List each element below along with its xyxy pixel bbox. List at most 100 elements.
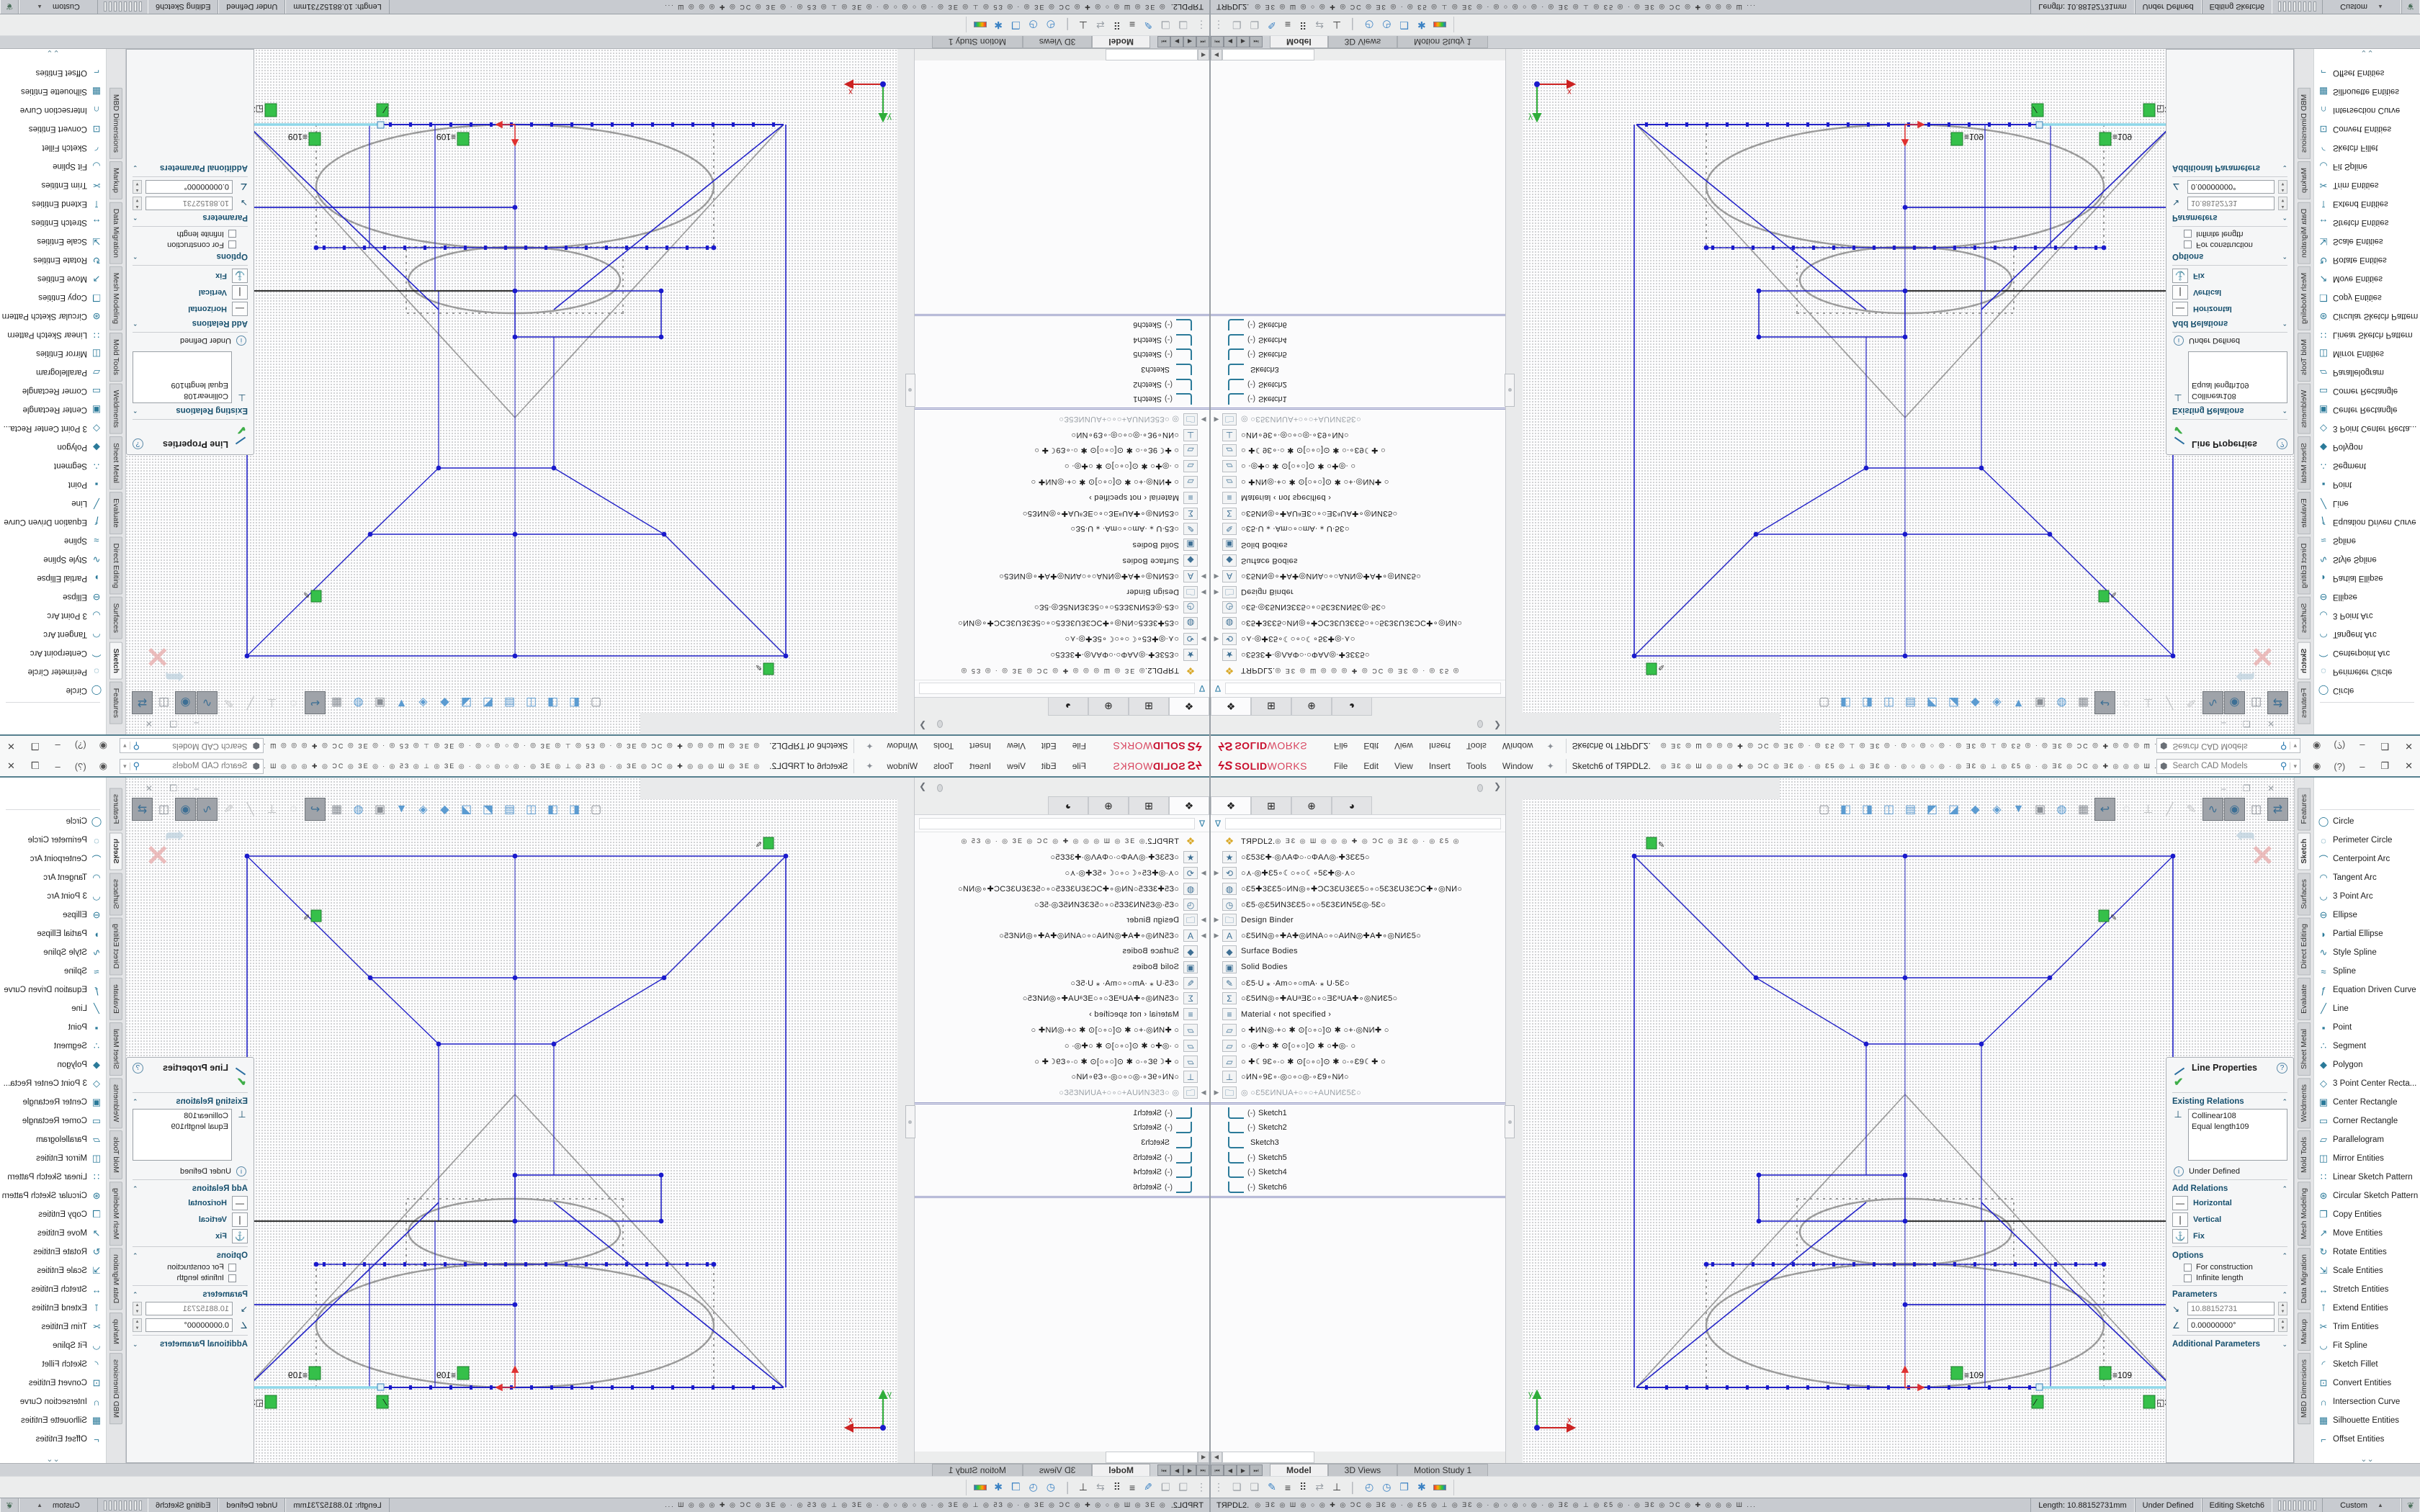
sketch-list-item[interactable]: Sketch3 — [915, 362, 1209, 377]
flyout-chevron-icon[interactable]: ❯ — [1493, 781, 1501, 791]
search-dropdown-icon[interactable]: ▾ — [123, 762, 130, 770]
command-manager-tab[interactable]: Mesh Modeling — [109, 1182, 122, 1246]
accept-check-icon[interactable]: ✔ — [2174, 1076, 2184, 1089]
tree-item[interactable]: ◷ ○Ɛ5∙◎Ɛ5ИN3ƐƐ5○∘○5Ɛ3ƐИN5Ɛ◎∙5Ɛ○ — [915, 896, 1209, 912]
tab-nav-icon[interactable]: ▶ — [1170, 1464, 1183, 1476]
tree-item[interactable]: ✎ ○Ɛ5∙U ⁎ ∙Am○∘○mA∙ ⁎ U∙5Ɛ○ — [915, 521, 1209, 537]
relation-item[interactable]: Collinear108 — [2192, 1112, 2236, 1120]
bottom-toolbar-icon[interactable]: ⇄ — [1315, 19, 1325, 31]
command-manager-tab[interactable]: Mold Tools — [2298, 1130, 2311, 1180]
tree-item[interactable]: ▣ Solid Bodies — [915, 537, 1209, 553]
tool-item[interactable]: ⊡ Convert Entities — [0, 1374, 106, 1392]
bottom-toolbar-icon[interactable]: ❏ — [1232, 19, 1242, 31]
tool-item[interactable]: ◡ Fit Spline — [2314, 1336, 2420, 1355]
search-icon[interactable]: ⚲ — [133, 760, 140, 771]
tool-item[interactable]: ⌒ Centerpoint Arc — [2314, 644, 2420, 662]
splitter-notch[interactable] — [905, 374, 915, 407]
tool-item[interactable]: ❐ Copy Entities — [0, 1205, 106, 1224]
parameters-section[interactable]: Parameters ⌃ — [133, 1290, 248, 1299]
tree-filter-input[interactable] — [1225, 817, 1501, 829]
tool-item[interactable]: ∷ Linear Sketch Pattern — [2314, 1168, 2420, 1187]
spinner[interactable]: ▲ ▼ — [2278, 1302, 2287, 1315]
tool-item[interactable]: ⌐ Offset Entities — [2314, 63, 2420, 82]
feature-manager-tab[interactable]: ⊞ — [1251, 698, 1291, 716]
tree-item[interactable]: ▶ ⟲ ○⋏∙◎✚Ɛ5∘☾○∘○☾∘5Ɛ✚◎∙⋏○ — [1211, 865, 1505, 881]
bottom-toolbar-icon[interactable]: ◴ — [1364, 19, 1374, 31]
relation-item[interactable]: Equal length109 — [2192, 381, 2249, 390]
bottom-toolbar-icon[interactable]: │ — [1064, 1481, 1070, 1493]
heads-up-toolbar-icon[interactable]: ⊥ — [2143, 804, 2154, 816]
feature-manager-tab[interactable]: ◕ — [1048, 796, 1088, 814]
heads-up-toolbar-icon[interactable]: ∿ — [2202, 798, 2223, 821]
tree-item[interactable]: ◍ ○Ɛ5✚3ƐƐ5○ИN◎∘✚ƆC3ƐU3ƐƐ5○∘○5Ɛ3ƐU3ƐƆC✚∘◎… — [1211, 616, 1505, 631]
add-relations-section[interactable]: Add Relations ⌃ — [133, 1184, 248, 1193]
bottom-toolbar-icon[interactable]: ⠿ — [1299, 1481, 1307, 1493]
sketch-list-item[interactable]: (-) Sketch5 — [915, 347, 1209, 362]
menu-item[interactable]: Window — [1502, 761, 1533, 771]
minimize-button[interactable]: – — [55, 740, 60, 752]
tree-item[interactable]: ≡ Material ‹ not specified › — [915, 490, 1209, 505]
expand-arrow-icon[interactable]: ▶ — [1201, 1089, 1206, 1097]
panel-handle[interactable] — [937, 720, 943, 728]
parameter-input[interactable]: 10.88152731 — [145, 197, 233, 210]
parameter-input[interactable]: 0.00000000° — [145, 1318, 233, 1332]
globe-icon[interactable]: ❦ — [0, 0, 19, 14]
search-box[interactable]: ⬢ ⚲ ▾ — [2156, 738, 2300, 754]
tool-item[interactable]: ▭ Corner Rectangle — [2314, 382, 2420, 400]
tool-item[interactable]: ▱ Parallelogram — [0, 1130, 106, 1149]
relation-item[interactable]: Equal length109 — [2192, 1122, 2249, 1131]
bottom-toolbar-icon[interactable]: ✎ — [1268, 19, 1276, 31]
restore-button[interactable]: ❐ — [2380, 760, 2390, 771]
sketch-list-item[interactable]: Sketch3 — [1211, 362, 1505, 377]
tree-item[interactable]: ⊥ ○ИN∘9Ɛ∘∙◎○∘○◎∙∘Ɛ9∘NИ○ — [1211, 1069, 1505, 1085]
search-input[interactable] — [140, 741, 249, 751]
search-dropdown-icon[interactable]: ▾ — [2290, 762, 2297, 770]
relation-item[interactable]: Collinear108 — [184, 1112, 228, 1120]
command-manager-tab[interactable]: Weldments — [2298, 1077, 2311, 1129]
bottom-toolbar-icon[interactable]: ◷ — [1382, 19, 1392, 31]
tree-root-item[interactable]: ❖ TЯPDL2. ◎ ƎƐ ◎ Ш ◎ ◎ ◎ ✚ ◎ ƆC ◎ ƎƐ ◎ ∙… — [915, 662, 1209, 678]
collapse-chevron-icon[interactable]: ⌃ — [2282, 407, 2287, 415]
tab-nav-icon[interactable]: ⏮ — [1211, 36, 1224, 48]
flyout-chevron-icon[interactable]: ❯ — [1493, 721, 1501, 731]
tab-nav-icon[interactable]: ⏭ — [1157, 36, 1170, 48]
expand-arrow-icon[interactable]: ▶ — [1214, 636, 1219, 644]
tree-item[interactable]: ▣ Solid Bodies — [1211, 537, 1505, 553]
tree-item[interactable]: ▶ 🗀 Design Binder — [915, 912, 1209, 928]
tool-item[interactable]: ∴ Segment — [2314, 456, 2420, 475]
command-manager-tab[interactable]: Mesh Modeling — [2298, 1182, 2311, 1246]
heads-up-toolbar-icon[interactable]: ✎ — [2186, 804, 2197, 816]
scroll-track[interactable] — [1106, 1452, 1198, 1463]
more-tools-chevron-icon[interactable]: ⌄⌄ — [2360, 1455, 2374, 1463]
tool-item[interactable]: ◌ Perimeter Circle — [2314, 662, 2420, 681]
bottom-toolbar-icon[interactable]: ⊥ — [1078, 1481, 1088, 1493]
checkbox[interactable] — [2184, 1274, 2192, 1282]
tool-item[interactable]: ╱ Line — [0, 494, 106, 513]
feature-manager-tab[interactable]: ◕ — [1048, 698, 1088, 716]
spinner[interactable]: ▲ ▼ — [133, 180, 142, 194]
tool-item[interactable]: ↻ Rotate Entities — [0, 251, 106, 269]
tree-item[interactable]: ▶ 🗀 ◎ ○Ɛ5ƐИNUA+○∘○+AUNИƐ5Ɛ○ — [915, 411, 1209, 427]
user-account-icon[interactable]: ◉ — [99, 760, 108, 771]
search-dropdown-icon[interactable]: ▾ — [2290, 742, 2297, 750]
tree-item[interactable]: ▱ ○ ✚☾9Ɛ∘∙○ ✱ ⊙[○∘○]⊙ ✱ ○∙∘Ɛ9☾✚ ○ — [915, 1053, 1209, 1069]
bottom-toolbar-icon[interactable]: ✱ — [1417, 1481, 1426, 1493]
bottom-toolbar-icon[interactable]: ⊥ — [1332, 1481, 1342, 1493]
feature-manager-tab[interactable]: ⊕ — [1088, 698, 1129, 716]
accept-check-icon[interactable]: ✔ — [236, 1076, 246, 1089]
command-manager-tab[interactable]: Markup — [2298, 1312, 2311, 1351]
menu-item[interactable]: Insert — [1428, 741, 1451, 751]
scroll-track[interactable] — [1106, 49, 1198, 60]
heads-up-toolbar-icon[interactable]: ◍ — [2056, 804, 2067, 816]
heads-up-toolbar-icon[interactable]: ↩ — [2094, 798, 2115, 821]
command-manager-tab[interactable]: MBD Dimensions — [109, 88, 122, 160]
relation-item[interactable]: Collinear108 — [184, 392, 228, 400]
accept-check-icon[interactable]: ✔ — [236, 423, 246, 436]
command-manager-tab[interactable]: Surfaces — [2298, 596, 2311, 640]
tool-item[interactable]: ∴ Segment — [2314, 1037, 2420, 1056]
tree-item[interactable]: ◍ ○Ɛ5✚3ƐƐ5○ИN◎∘✚ƆC3ƐU3ƐƐ5○∘○5Ɛ3ƐU3ƐƆC✚∘◎… — [915, 616, 1209, 631]
menu-item[interactable]: Window — [887, 741, 918, 751]
tab-nav-icon[interactable]: ◀ — [1224, 36, 1237, 48]
tree-item[interactable]: ★ ○Ɛ53Ɛ✚∙◎ΛAΦ○∙○ΦAΛ◎∙✚3ƐƐ5○ — [1211, 647, 1505, 662]
help-icon[interactable]: (?) — [2334, 740, 2346, 752]
